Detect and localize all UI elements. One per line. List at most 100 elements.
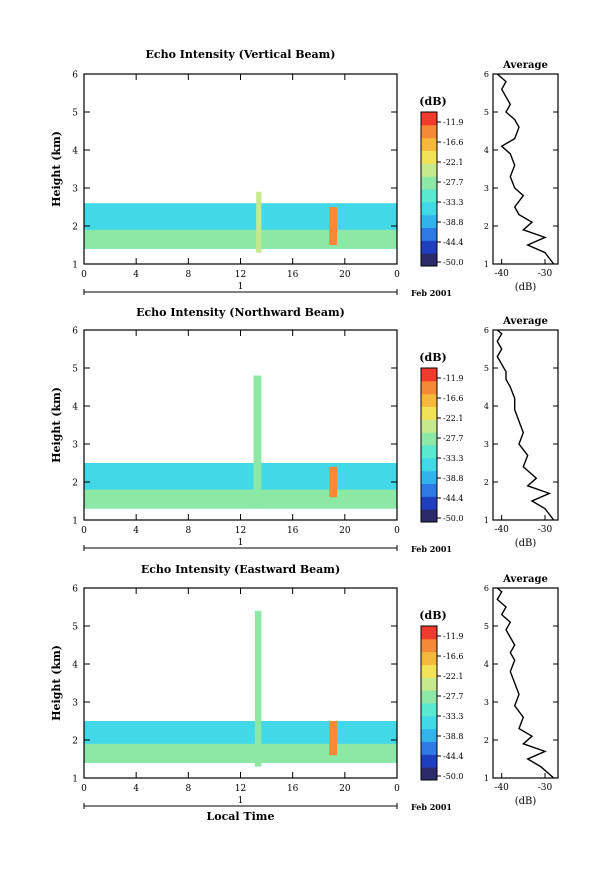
profile-frame: [492, 329, 559, 521]
colorbar-tick-label: -33.3: [443, 712, 464, 721]
heatmap-cells: [84, 191, 397, 253]
colorbar-segment: [421, 124, 437, 139]
y-tick-label: 5: [72, 365, 78, 375]
y-tick-label: 6: [72, 71, 78, 81]
colorbar-unit: (dB): [419, 351, 446, 364]
colorbar-segment: [421, 690, 437, 704]
colorbar-tick-label: -38.8: [443, 732, 464, 741]
x-tick-label: 20: [339, 526, 351, 536]
profile-frame: [492, 73, 559, 265]
y-tick-label: 4: [72, 403, 78, 413]
date-label: Feb 2001: [411, 288, 452, 298]
profile-y-tick-label: 1: [484, 774, 489, 783]
x-tick-label: 0: [394, 270, 400, 280]
x-tick-label: 0: [81, 784, 87, 794]
profile-x-label: (dB): [515, 796, 537, 807]
colorbar-tick-label: -11.9: [443, 632, 464, 641]
panel-title: Echo Intensity (Vertical Beam): [145, 48, 335, 61]
colorbar-segment: [421, 419, 437, 433]
x-tick-label: 12: [235, 270, 246, 280]
profile-x-label: (dB): [515, 538, 537, 549]
profile-x-label: (dB): [515, 282, 537, 293]
colorbar-segment: [421, 112, 437, 126]
colorbar-tick-label: -44.4: [443, 238, 464, 247]
y-axis-label: Height (km): [50, 387, 63, 463]
y-tick-label: 1: [72, 775, 78, 785]
x-axis-label: Local Time: [207, 810, 275, 823]
colorbar-segment: [421, 163, 437, 177]
y-tick-label: 4: [72, 661, 78, 671]
y-tick-label: 2: [72, 737, 78, 747]
x-tick-label: 0: [81, 526, 87, 536]
profile-y-tick-label: 5: [484, 364, 489, 373]
profile-line: [496, 73, 555, 265]
panel-title: Echo Intensity (Eastward Beam): [141, 563, 340, 576]
y-tick-label: 2: [72, 479, 78, 489]
colorbar-tick-label: -33.3: [443, 198, 464, 207]
colorbar-segment: [421, 651, 437, 665]
colorbar-tick-label: -50.0: [443, 258, 464, 267]
x-tick-label: 8: [185, 526, 191, 536]
y-tick-label: 1: [72, 517, 78, 527]
colorbar-segment: [421, 626, 437, 640]
colorbar-tick-label: -38.8: [443, 218, 464, 227]
profile-y-tick-label: 6: [484, 326, 489, 335]
colorbar-tick-label: -27.7: [443, 434, 464, 443]
colorbar-tick-label: -16.6: [443, 652, 464, 661]
y-tick-label: 4: [72, 147, 78, 157]
profile-y-tick-label: 3: [484, 698, 489, 707]
x-tick-label: 8: [185, 270, 191, 280]
colorbar-segment: [421, 715, 437, 730]
x-tick-label: 0: [81, 270, 87, 280]
echo-region: [256, 191, 262, 253]
profile-y-tick-label: 6: [484, 70, 489, 79]
colorbar-unit: (dB): [419, 609, 446, 622]
colorbar-segment: [421, 483, 437, 497]
heatmap-cells: [84, 375, 397, 509]
colorbar-tick-label: -44.4: [443, 494, 464, 503]
colorbar-tick-label: -11.9: [443, 374, 464, 383]
colorbar-segment: [421, 150, 437, 164]
colorbar-tick-label: -22.1: [443, 414, 464, 423]
colorbar-segment: [421, 754, 437, 768]
date-marker: 1: [238, 538, 244, 548]
colorbar-segment: [421, 728, 437, 742]
colorbar-tick-label: -50.0: [443, 514, 464, 523]
x-tick-label: 16: [287, 784, 299, 794]
colorbar-segment: [421, 176, 437, 190]
colorbar-tick-label: -27.7: [443, 178, 464, 187]
colorbar-segment: [421, 741, 437, 755]
echo-region: [329, 721, 338, 756]
echo-region: [84, 489, 397, 509]
echo-region: [254, 610, 262, 767]
colorbar-tick-label: -16.6: [443, 138, 464, 147]
colorbar-segment: [421, 137, 437, 151]
profile-y-tick-label: 5: [484, 108, 489, 117]
profile-y-tick-label: 4: [484, 660, 489, 669]
y-tick-label: 5: [72, 623, 78, 633]
profile-frame: [492, 587, 559, 779]
x-tick-label: 16: [287, 270, 299, 280]
profile-y-tick-label: 4: [484, 146, 489, 155]
profile-y-tick-label: 5: [484, 622, 489, 631]
x-tick-label: 20: [339, 784, 351, 794]
profile-y-tick-label: 1: [484, 260, 489, 269]
x-tick-label: 12: [235, 526, 246, 536]
colorbar-segment: [421, 393, 437, 407]
y-tick-label: 3: [72, 185, 78, 195]
colorbar-segment: [421, 253, 437, 267]
date-label: Feb 2001: [411, 802, 452, 812]
colorbar-segment: [421, 240, 437, 254]
colorbar-tick-label: -33.3: [443, 454, 464, 463]
x-tick-label: 4: [133, 784, 139, 794]
x-tick-label: 16: [287, 526, 299, 536]
colorbar-tick-label: -11.9: [443, 118, 464, 127]
profile-x-tick-label: -30: [538, 269, 553, 279]
x-tick-label: 4: [133, 526, 139, 536]
echo-region: [329, 207, 338, 245]
colorbar-frame: [420, 625, 438, 781]
profile-x-tick-label: -30: [538, 525, 553, 535]
colorbar-tick-label: -44.4: [443, 752, 464, 761]
profile-line: [496, 329, 555, 521]
